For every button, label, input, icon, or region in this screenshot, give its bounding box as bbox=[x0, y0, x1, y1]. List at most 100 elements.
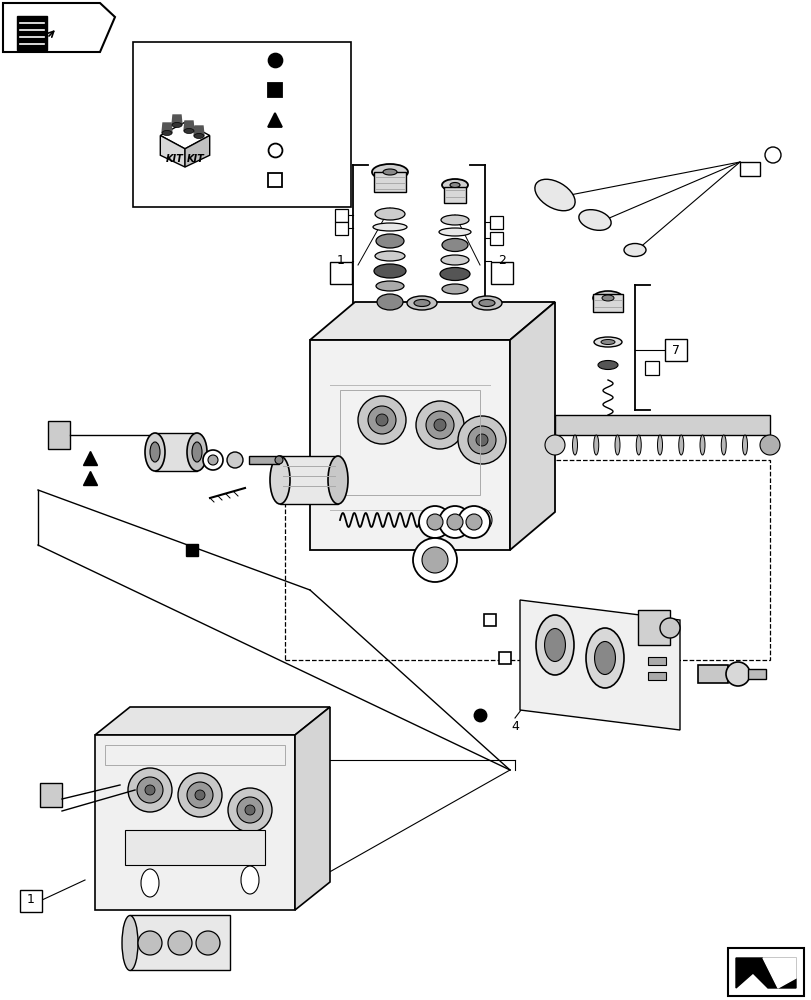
Bar bbox=[20, 890, 42, 912]
Polygon shape bbox=[310, 302, 554, 340]
Text: = 8: = 8 bbox=[289, 144, 311, 157]
Circle shape bbox=[422, 547, 448, 573]
Circle shape bbox=[457, 506, 489, 538]
Ellipse shape bbox=[594, 642, 615, 674]
Circle shape bbox=[128, 768, 172, 812]
Polygon shape bbox=[184, 121, 194, 131]
Circle shape bbox=[433, 419, 445, 431]
Bar bbox=[489, 232, 502, 245]
Bar bbox=[40, 783, 62, 807]
Circle shape bbox=[367, 406, 396, 434]
Ellipse shape bbox=[572, 435, 577, 455]
Circle shape bbox=[203, 450, 223, 470]
Ellipse shape bbox=[614, 435, 620, 455]
Bar bbox=[727, 948, 803, 996]
Ellipse shape bbox=[375, 208, 405, 220]
Ellipse shape bbox=[657, 435, 662, 455]
Circle shape bbox=[227, 452, 242, 468]
Text: = 6: = 6 bbox=[289, 114, 311, 127]
Ellipse shape bbox=[636, 435, 641, 455]
Circle shape bbox=[228, 788, 272, 832]
Bar bbox=[374, 172, 406, 192]
Ellipse shape bbox=[600, 340, 614, 344]
Ellipse shape bbox=[194, 134, 204, 139]
Ellipse shape bbox=[441, 238, 467, 251]
Ellipse shape bbox=[375, 234, 404, 248]
Circle shape bbox=[457, 416, 505, 464]
Ellipse shape bbox=[623, 243, 646, 256]
Polygon shape bbox=[185, 136, 209, 167]
Bar bbox=[125, 830, 264, 865]
Bar bbox=[130, 915, 230, 970]
Polygon shape bbox=[160, 122, 209, 149]
Ellipse shape bbox=[440, 267, 470, 280]
Polygon shape bbox=[160, 136, 185, 167]
Ellipse shape bbox=[122, 915, 138, 970]
Circle shape bbox=[413, 538, 457, 582]
Circle shape bbox=[439, 506, 470, 538]
Text: 1: 1 bbox=[337, 254, 345, 267]
Circle shape bbox=[467, 508, 491, 532]
Text: KIT: KIT bbox=[165, 154, 183, 164]
Bar bbox=[739, 162, 759, 176]
Polygon shape bbox=[762, 958, 795, 988]
Bar bbox=[133, 42, 350, 207]
Bar bbox=[664, 339, 686, 361]
Polygon shape bbox=[194, 126, 204, 136]
Ellipse shape bbox=[478, 300, 495, 306]
Text: KIT: KIT bbox=[187, 154, 204, 164]
Circle shape bbox=[245, 805, 255, 815]
Ellipse shape bbox=[699, 435, 704, 455]
Bar bbox=[747, 669, 765, 679]
Polygon shape bbox=[162, 123, 172, 133]
Ellipse shape bbox=[328, 456, 348, 504]
Bar bbox=[280, 456, 337, 504]
Ellipse shape bbox=[184, 129, 194, 134]
Circle shape bbox=[237, 797, 263, 823]
Polygon shape bbox=[3, 3, 115, 52]
Ellipse shape bbox=[534, 179, 574, 211]
Circle shape bbox=[467, 426, 496, 454]
Ellipse shape bbox=[414, 300, 430, 306]
Polygon shape bbox=[294, 707, 329, 910]
Polygon shape bbox=[172, 115, 182, 125]
Text: 7: 7 bbox=[672, 344, 679, 357]
Ellipse shape bbox=[659, 618, 679, 638]
Circle shape bbox=[178, 773, 221, 817]
Ellipse shape bbox=[586, 628, 623, 688]
Text: 1: 1 bbox=[27, 894, 35, 906]
Ellipse shape bbox=[375, 251, 405, 261]
Ellipse shape bbox=[376, 294, 402, 310]
Ellipse shape bbox=[601, 295, 613, 301]
Bar bbox=[697, 665, 727, 683]
Bar bbox=[249, 456, 279, 464]
Bar bbox=[444, 187, 466, 203]
Circle shape bbox=[187, 782, 212, 808]
Text: = 5: = 5 bbox=[289, 84, 311, 97]
Ellipse shape bbox=[449, 183, 460, 188]
Ellipse shape bbox=[406, 296, 436, 310]
Ellipse shape bbox=[678, 435, 683, 455]
Bar bbox=[48, 421, 70, 449]
Ellipse shape bbox=[241, 866, 259, 894]
Circle shape bbox=[475, 434, 487, 446]
Bar bbox=[647, 672, 665, 680]
Circle shape bbox=[418, 506, 450, 538]
Ellipse shape bbox=[471, 296, 501, 310]
Bar bbox=[637, 610, 669, 645]
Ellipse shape bbox=[187, 433, 207, 471]
Ellipse shape bbox=[162, 131, 172, 136]
Bar bbox=[554, 415, 769, 435]
Ellipse shape bbox=[145, 433, 165, 471]
Ellipse shape bbox=[371, 164, 407, 180]
Ellipse shape bbox=[578, 210, 611, 230]
Bar bbox=[647, 657, 665, 665]
Polygon shape bbox=[17, 16, 47, 50]
Ellipse shape bbox=[374, 264, 406, 278]
Ellipse shape bbox=[593, 435, 598, 455]
Circle shape bbox=[415, 401, 463, 449]
Bar bbox=[592, 294, 622, 312]
Ellipse shape bbox=[759, 435, 779, 455]
Text: = 3: = 3 bbox=[289, 54, 311, 67]
Polygon shape bbox=[95, 707, 329, 735]
